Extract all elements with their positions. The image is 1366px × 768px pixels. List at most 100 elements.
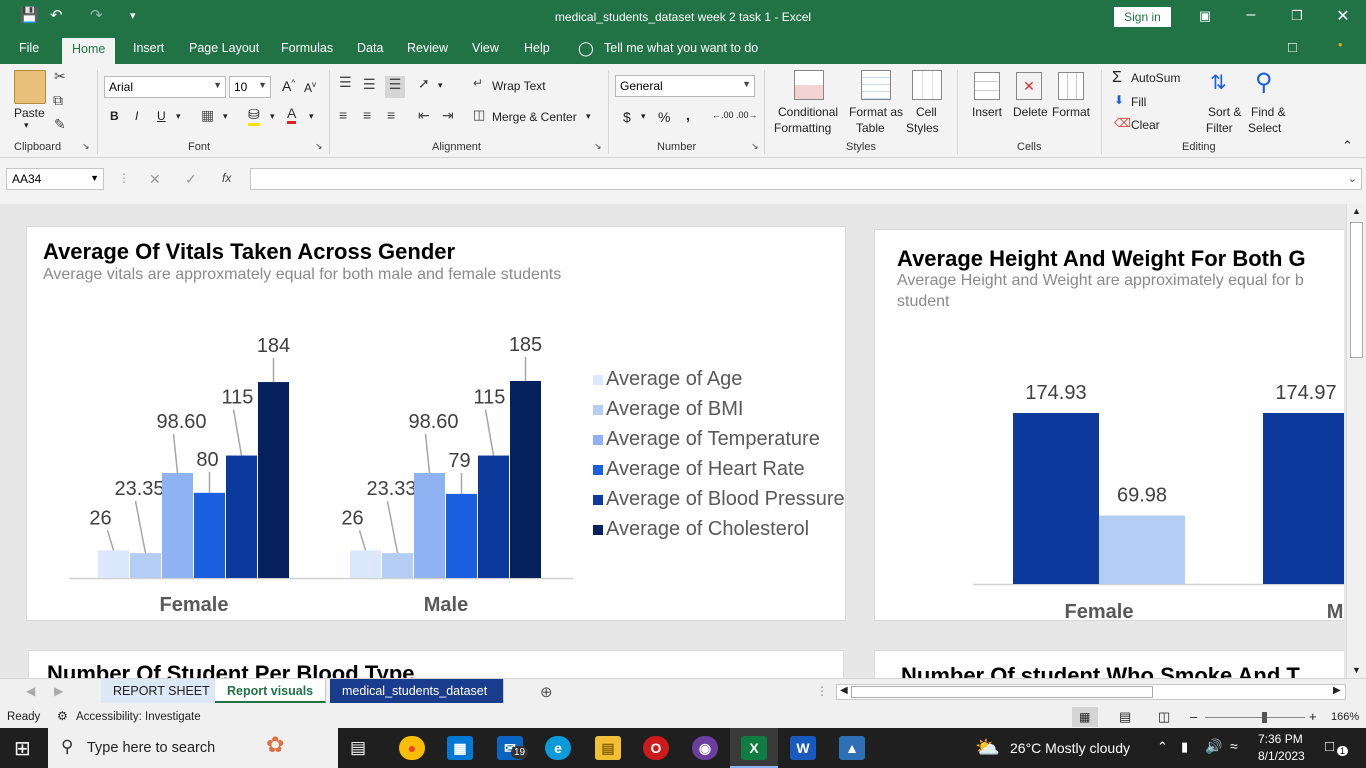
edge-icon[interactable]: e — [545, 736, 571, 760]
conditional-formatting-label-2[interactable]: Formatting — [774, 121, 832, 135]
page-break-view-icon[interactable]: ◫ — [1158, 709, 1171, 724]
height-weight-chart-card[interactable]: Average Height And Weight For Both G Ave… — [874, 229, 1344, 621]
font-launcher-icon[interactable]: ↘ — [315, 141, 323, 151]
alignment-launcher-icon[interactable]: ↘ — [594, 141, 602, 151]
file-explorer-icon[interactable]: ▤ — [595, 736, 621, 760]
bold-button[interactable]: B — [110, 109, 119, 123]
font-name-dropdown[interactable]: Arial ▼ — [104, 76, 226, 98]
prev-sheet-icon[interactable]: ◀ — [26, 684, 36, 698]
fill-icon[interactable]: ⬇ — [1114, 93, 1125, 107]
insert-cells-button[interactable]: Insert — [972, 105, 1003, 119]
comma-style-icon[interactable]: , — [686, 107, 690, 123]
insert-function-button[interactable]: fx — [222, 171, 232, 185]
close-button[interactable]: ✕ — [1336, 8, 1350, 25]
collapse-ribbon-icon[interactable]: ⌃ — [1342, 138, 1353, 153]
clipboard-launcher-icon[interactable]: ↘ — [82, 141, 90, 151]
name-box[interactable]: AA34 ▼ — [6, 168, 104, 190]
volume-icon[interactable]: 🔊 — [1205, 738, 1223, 754]
scroll-right-icon[interactable]: ▶ — [1333, 685, 1341, 696]
find-select-label-2[interactable]: Select — [1248, 121, 1282, 135]
align-middle-icon[interactable]: ☰ — [363, 76, 376, 92]
tray-chevron-icon[interactable]: ⌃ — [1157, 739, 1168, 754]
decrease-font-icon[interactable]: Av — [304, 80, 317, 95]
sheet-tab-report-visuals[interactable]: Report visuals — [215, 679, 327, 703]
battery-icon[interactable]: ▮ — [1181, 739, 1189, 754]
redo-icon[interactable]: ↷ — [90, 7, 103, 24]
worksheet-area[interactable]: Average Of Vitals Taken Across Gender Av… — [0, 204, 1344, 678]
scroll-up-icon[interactable]: ▲ — [1352, 206, 1361, 216]
tab-file[interactable]: File — [19, 41, 40, 55]
sheet-tab-report-sheet[interactable]: REPORT SHEET — [101, 679, 223, 703]
cell-styles-label-2[interactable]: Styles — [906, 121, 939, 135]
scroll-left-icon[interactable]: ◀ — [840, 685, 848, 696]
sort-filter-label[interactable]: Sort & — [1208, 105, 1242, 119]
sheet-tab-dataset[interactable]: medical_students_dataset — [330, 679, 505, 703]
format-as-table-icon[interactable] — [861, 70, 891, 100]
font-size-dropdown[interactable]: 10 ▼ — [229, 76, 271, 98]
delete-cells-icon[interactable]: ✕ — [1016, 72, 1042, 100]
tab-help[interactable]: Help — [524, 41, 550, 55]
ribbon-display-icon[interactable]: ▣ — [1198, 8, 1212, 23]
format-as-table-label[interactable]: Format as — [849, 105, 904, 119]
wrap-text-icon[interactable]: ↵ — [473, 76, 484, 90]
save-icon[interactable]: 💾 — [20, 7, 39, 24]
increase-decimal-icon[interactable]: ←.00 — [712, 110, 734, 120]
align-top-icon[interactable]: ☰ — [339, 74, 352, 90]
weather-text[interactable]: 26°C Mostly cloudy — [1010, 740, 1130, 756]
format-painter-icon[interactable]: ✎ — [54, 116, 66, 132]
autosum-button[interactable]: AutoSum — [1131, 71, 1181, 85]
notifications-icon[interactable]: □ — [1325, 738, 1335, 755]
orientation-icon[interactable]: ➚ — [418, 75, 430, 91]
accessibility-status[interactable]: Accessibility: Investigate — [76, 711, 201, 723]
align-left-icon[interactable]: ≡ — [339, 107, 348, 123]
align-right-icon[interactable]: ≡ — [387, 107, 396, 123]
start-icon[interactable]: ⊞ — [14, 738, 31, 760]
task-view-icon[interactable]: ▤ — [350, 738, 367, 757]
smoke-chart-card[interactable]: Number Of student Who Smoke And T — [874, 650, 1344, 678]
clear-button[interactable]: Clear — [1131, 118, 1160, 132]
align-center-icon[interactable]: ≡ — [363, 107, 372, 123]
minimize-button[interactable]: – — [1246, 6, 1256, 23]
undo-icon[interactable]: ↶ — [50, 7, 63, 24]
clear-icon[interactable]: ⌫ — [1114, 116, 1131, 130]
format-as-table-label-2[interactable]: Table — [856, 121, 885, 135]
sign-in-button[interactable]: Sign in — [1114, 7, 1171, 27]
tab-data[interactable]: Data — [357, 41, 384, 55]
decrease-indent-icon[interactable]: ⇤ — [418, 107, 430, 123]
normal-view-icon[interactable]: ▦ — [1072, 707, 1098, 727]
chrome-icon[interactable]: ● — [399, 736, 425, 760]
zoom-level[interactable]: 166% — [1331, 711, 1360, 723]
increase-font-icon[interactable]: A^ — [282, 78, 296, 94]
tab-insert[interactable]: Insert — [133, 41, 165, 55]
find-select-icon[interactable]: ⚲ — [1255, 69, 1273, 96]
tell-me-search[interactable]: Tell me what you want to do — [604, 41, 759, 55]
tab-home[interactable]: Home — [62, 38, 116, 64]
zoom-out-button[interactable]: – — [1190, 709, 1198, 724]
number-launcher-icon[interactable]: ↘ — [751, 141, 759, 151]
autosum-icon[interactable]: Σ — [1112, 69, 1122, 86]
tab-formulas[interactable]: Formulas — [281, 41, 334, 55]
merge-center-icon[interactable]: ◫ — [473, 107, 486, 122]
paste-icon[interactable] — [14, 70, 46, 104]
merge-center-button[interactable]: Merge & Center — [492, 110, 577, 124]
vitals-chart-card[interactable]: Average Of Vitals Taken Across Gender Av… — [26, 226, 846, 621]
copy-icon[interactable]: ⧉ — [53, 92, 63, 108]
align-bottom-icon[interactable]: ☰ — [385, 76, 405, 98]
enter-formula-icon[interactable]: ✓ — [185, 171, 197, 187]
wrap-text-button[interactable]: Wrap Text — [492, 79, 546, 93]
zoom-slider-thumb[interactable] — [1262, 712, 1267, 723]
cell-styles-icon[interactable] — [912, 70, 942, 100]
fill-button[interactable]: Fill — [1131, 95, 1147, 109]
number-format-dropdown[interactable]: General ▼ — [615, 75, 755, 97]
zoom-slider[interactable] — [1205, 717, 1305, 718]
taskbar-search-box[interactable]: ⚲ Type here to search ✿ — [48, 728, 338, 768]
find-select-label[interactable]: Find & — [1251, 105, 1286, 119]
page-layout-view-icon[interactable]: ▤ — [1119, 709, 1132, 724]
percent-icon[interactable]: % — [658, 109, 671, 125]
paste-label[interactable]: Paste — [14, 106, 45, 120]
excel-icon[interactable]: X — [741, 736, 767, 760]
format-cells-button[interactable]: Format — [1052, 105, 1091, 119]
font-color-icon[interactable]: A — [287, 106, 297, 124]
tab-review[interactable]: Review — [407, 41, 448, 55]
cell-styles-label[interactable]: Cell — [916, 105, 937, 119]
